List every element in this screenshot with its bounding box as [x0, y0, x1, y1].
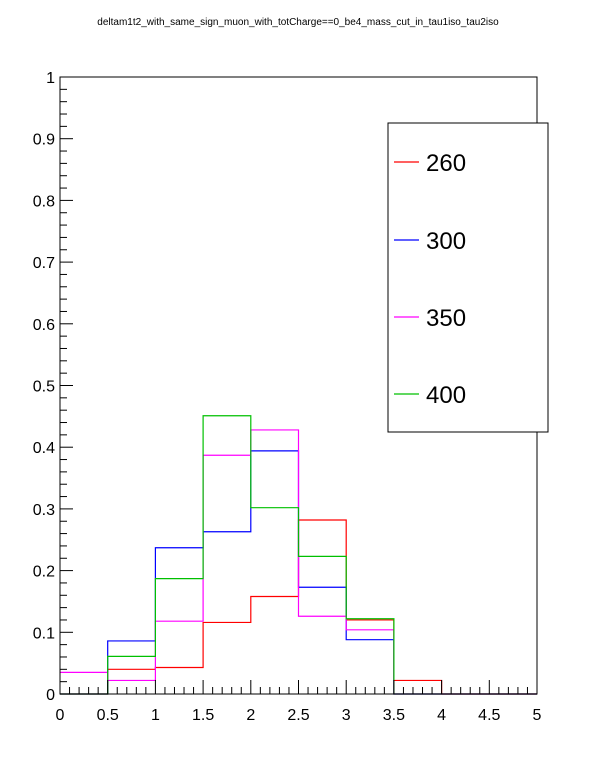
x-tick-label: 3.5 [383, 707, 405, 724]
x-tick-label: 1.5 [192, 707, 214, 724]
x-tick-label: 4 [437, 707, 446, 724]
y-tick-label: 0.7 [33, 255, 55, 272]
y-tick-label: 0.4 [33, 440, 55, 457]
y-tick-label: 1 [46, 70, 55, 87]
y-tick-label: 0.8 [33, 193, 55, 210]
y-tick-label: 0 [46, 687, 55, 704]
x-tick-label: 4.5 [478, 707, 500, 724]
x-tick-label: 0 [56, 707, 65, 724]
x-tick-label: 5 [533, 707, 542, 724]
y-tick-label: 0.9 [33, 132, 55, 149]
legend-label-260: 260 [426, 150, 466, 177]
y-tick-label: 0.1 [33, 625, 55, 642]
legend-label-300: 300 [426, 228, 466, 255]
x-tick-label: 0.5 [97, 707, 119, 724]
x-tick-label: 2 [246, 707, 255, 724]
legend-box [387, 122, 549, 433]
axis-layer: 0 0.5 1 1.5 2 2.5 3 3.5 4 4.5 5 0 0.1 0.2 0.3 0.4 0.5 0.6… [33, 70, 542, 724]
x-tick-label: 2.5 [287, 707, 309, 724]
y-tick-label: 0.6 [33, 317, 55, 334]
x-tick-label: 1 [151, 707, 160, 724]
y-tick-label: 0.2 [33, 564, 55, 581]
legend: 260 300 350 400 [387, 122, 549, 433]
x-tick-label: 3 [342, 707, 351, 724]
series-350-line [60, 429, 537, 695]
chart-title: deltam1t2_with_same_sign_muon_with_totCh… [97, 17, 499, 28]
legend-label-400: 400 [426, 382, 466, 409]
y-tick-label: 0.5 [33, 379, 55, 396]
series-layer [60, 415, 537, 695]
y-tick-label: 0.3 [33, 502, 55, 519]
legend-label-350: 350 [426, 305, 466, 332]
